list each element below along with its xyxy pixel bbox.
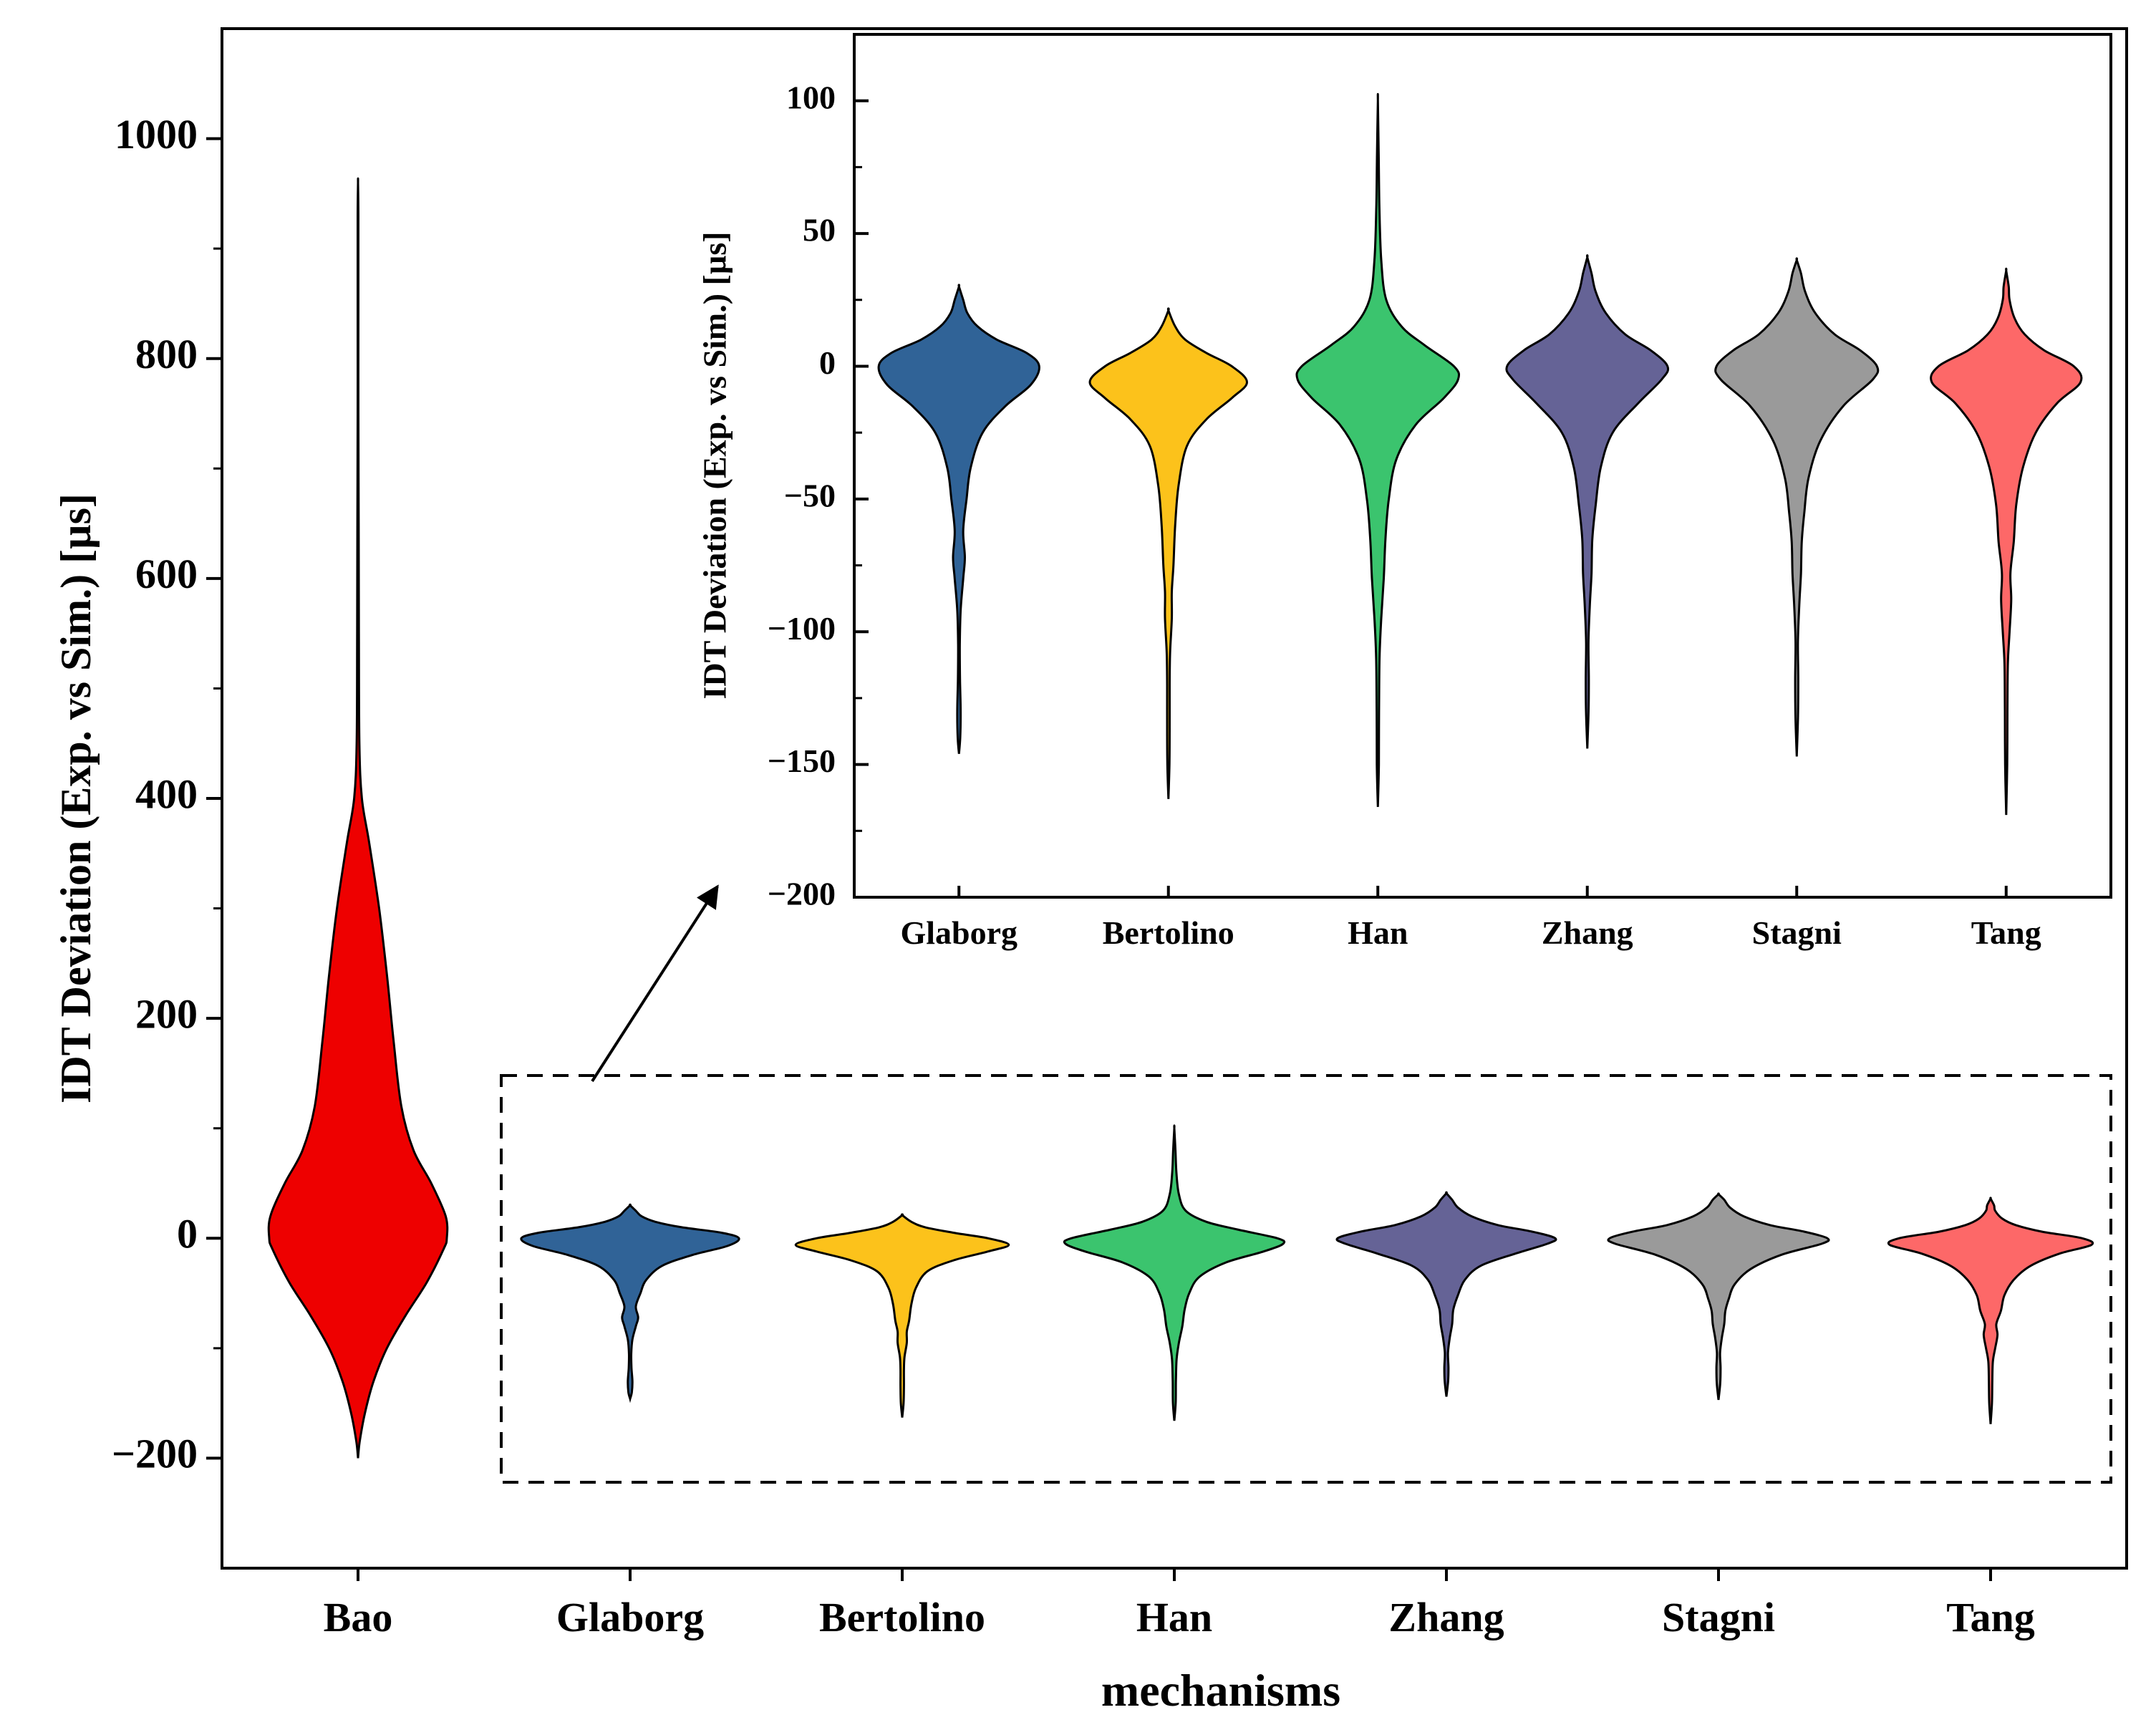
violin-zhang bbox=[1335, 1191, 1557, 1397]
inset-x-tick-label-glaborg: Glaborg bbox=[900, 914, 1017, 951]
inset-y-tick-label: −150 bbox=[768, 743, 836, 779]
main-violins bbox=[267, 177, 2094, 1459]
inset-violin-han bbox=[1295, 92, 1461, 807]
zoom-region-box bbox=[500, 1074, 2112, 1484]
inset-y-tick-label: 50 bbox=[803, 212, 836, 248]
inset-x-tick-label-han: Han bbox=[1348, 914, 1408, 951]
inset-x-tick-label-bertolino: Bertolino bbox=[1103, 914, 1234, 951]
y-tick-label: 200 bbox=[135, 990, 198, 1037]
y-tick-label: 400 bbox=[135, 770, 198, 817]
x-tick-label-tang: Tang bbox=[1946, 1594, 2035, 1640]
inset-violin-stagni bbox=[1714, 257, 1880, 757]
inset-plot-background bbox=[854, 34, 2111, 897]
inset-y-tick-label: −200 bbox=[768, 876, 836, 912]
x-tick-label-stagni: Stagni bbox=[1662, 1594, 1775, 1640]
inset-y-tick-label: −50 bbox=[784, 477, 836, 513]
x-tick-label-han: Han bbox=[1136, 1594, 1212, 1640]
y-tick-label: 1000 bbox=[115, 111, 198, 158]
violin-bertolino bbox=[794, 1213, 1010, 1418]
violin-glaborg bbox=[520, 1203, 740, 1403]
inset-violin-glaborg bbox=[877, 284, 1040, 754]
inset-violin-bertolino bbox=[1088, 307, 1249, 799]
x-tick-label-bertolino: Bertolino bbox=[819, 1594, 985, 1640]
x-tick-label-glaborg: Glaborg bbox=[556, 1594, 704, 1640]
y-tick-label: 800 bbox=[135, 331, 198, 377]
violin-stagni bbox=[1607, 1192, 1830, 1401]
inset-y-tick-label: −100 bbox=[768, 610, 836, 647]
main-y-axis-ticks: −200 0 200 400 600 800 1000 bbox=[112, 111, 222, 1477]
violin-han bbox=[1063, 1124, 1286, 1421]
y-tick-label: 0 bbox=[177, 1211, 198, 1257]
inset-y-axis-label: IDT Deviation (Exp. vs Sim.) [µs] bbox=[697, 231, 733, 699]
violin-bao bbox=[267, 177, 449, 1459]
inset-x-tick-label-stagni: Stagni bbox=[1752, 914, 1842, 951]
inset-violins bbox=[877, 92, 2083, 816]
main-y-axis-label: IDT Deviation (Exp. vs Sim.) [µs] bbox=[52, 493, 100, 1103]
y-tick-label: 600 bbox=[135, 551, 198, 597]
inset-y-tick-label: 0 bbox=[819, 344, 836, 381]
main-x-axis-ticks: Bao Glaborg Bertolino Han Zhang Stagni Tang bbox=[324, 1568, 2035, 1640]
inset-plot-frame bbox=[853, 33, 2112, 899]
violin-tang bbox=[1887, 1197, 2094, 1424]
inset-violin-tang bbox=[1930, 267, 2083, 816]
x-tick-label-bao: Bao bbox=[324, 1594, 393, 1640]
inset-x-tick-label-tang: Tang bbox=[1971, 914, 2041, 951]
inset-y-tick-label: 100 bbox=[786, 79, 836, 115]
inset-plot: −200 −150 −100 −50 0 50 100 Glaborg Bertolino Ha… bbox=[697, 33, 2112, 951]
inset-x-axis-ticks: Glaborg Bertolino Han Zhang Stagni Tang bbox=[900, 886, 2041, 951]
y-tick-label: −200 bbox=[112, 1431, 198, 1477]
inset-violin-zhang bbox=[1505, 254, 1670, 749]
x-tick-label-zhang: Zhang bbox=[1388, 1594, 1504, 1640]
main-x-axis-label: mechanisms bbox=[1101, 1665, 1340, 1716]
inset-y-axis-ticks: −200 −150 −100 −50 0 50 100 bbox=[768, 79, 869, 912]
zoom-arrow bbox=[591, 884, 719, 1083]
inset-x-tick-label-zhang: Zhang bbox=[1542, 914, 1633, 951]
